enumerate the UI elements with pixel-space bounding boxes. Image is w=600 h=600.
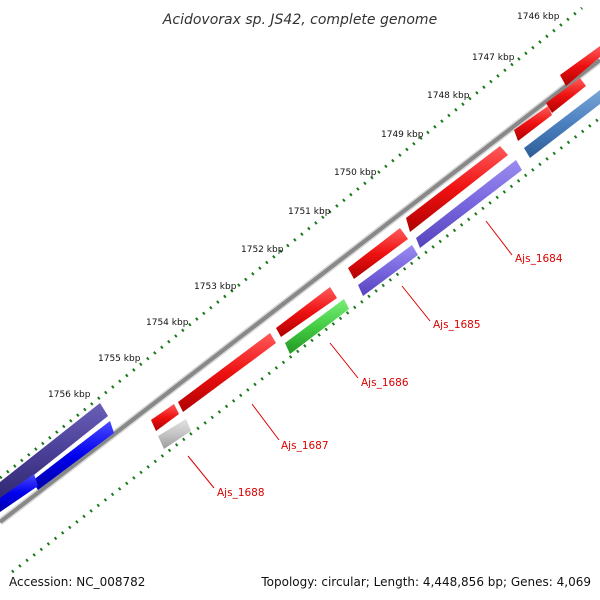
gene-ajs-1686[interactable] [285,299,349,354]
leader-line-ajs-1685 [401,285,431,322]
outer-scale-line [0,6,583,480]
gene-label-ajs-1684[interactable]: Ajs_1684 [515,253,563,265]
gene-ajs-1688[interactable] [158,419,191,449]
gene-arrow-fwd-3[interactable] [406,146,508,232]
kbp-tick-label-1755: 1755 kbp [98,354,141,364]
gene-arrow-fwd-7[interactable] [151,404,179,431]
gene-leader-lines [187,220,513,489]
gene-arrow-fwd-5[interactable] [276,287,337,337]
gene-arrow-fwd-6[interactable] [178,333,276,412]
kbp-tick-label-1756: 1756 kbp [48,390,91,400]
gene-arrow-rev-steel[interactable] [524,90,600,158]
gene-arrow-fwd-1[interactable] [546,78,586,113]
kbp-tick-label-1747: 1747 kbp [472,53,515,63]
reverse-strand-genes [0,90,600,512]
gene-arrow-rev-blue[interactable] [32,421,114,490]
gene-label-ajs-1685[interactable]: Ajs_1685 [433,319,481,331]
gene-ajs-1684[interactable] [416,160,522,248]
leader-line-ajs-1688 [187,455,215,489]
gene-label-ajs-1687[interactable]: Ajs_1687 [281,440,329,452]
kbp-tick-label-1752: 1752 kbp [241,245,284,255]
gene-arrow-fwd-2[interactable] [514,106,552,141]
leader-line-ajs-1687 [251,403,280,441]
gene-label-ajs-1686[interactable]: Ajs_1686 [361,377,409,389]
kbp-tick-label-1754: 1754 kbp [146,318,189,328]
forward-strand-genes [151,46,600,431]
kbp-tick-label-1748: 1748 kbp [427,91,470,101]
map-title: Acidovorax sp. JS42, complete genome [162,12,437,28]
leader-line-ajs-1684 [485,220,513,256]
gene-label-ajs-1688[interactable]: Ajs_1688 [217,487,265,499]
gene-ajs-1685[interactable] [358,245,418,296]
gene-arrow-fwd-4[interactable] [348,228,408,279]
inner-scale-line [11,116,600,574]
gene-arrow-rev-blue-2[interactable] [0,474,38,512]
gene-arrow-rev-navy[interactable] [0,403,108,502]
kbp-tick-label-1749: 1749 kbp [381,130,424,140]
accession-text: Accession: NC_008782 [9,575,145,589]
genome-summary-text: Topology: circular; Length: 4,448,856 bp… [260,575,591,589]
gene-arrow-fwd-top-right[interactable] [560,46,600,86]
kbp-tick-label-1753: 1753 kbp [194,282,237,292]
kbp-tick-label-1746: 1746 kbp [517,12,560,22]
genome-backbone-core [0,58,600,524]
kbp-tick-label-1751: 1751 kbp [288,207,331,217]
kbp-tick-label-1750: 1750 kbp [334,168,377,178]
leader-line-ajs-1686 [329,342,359,379]
